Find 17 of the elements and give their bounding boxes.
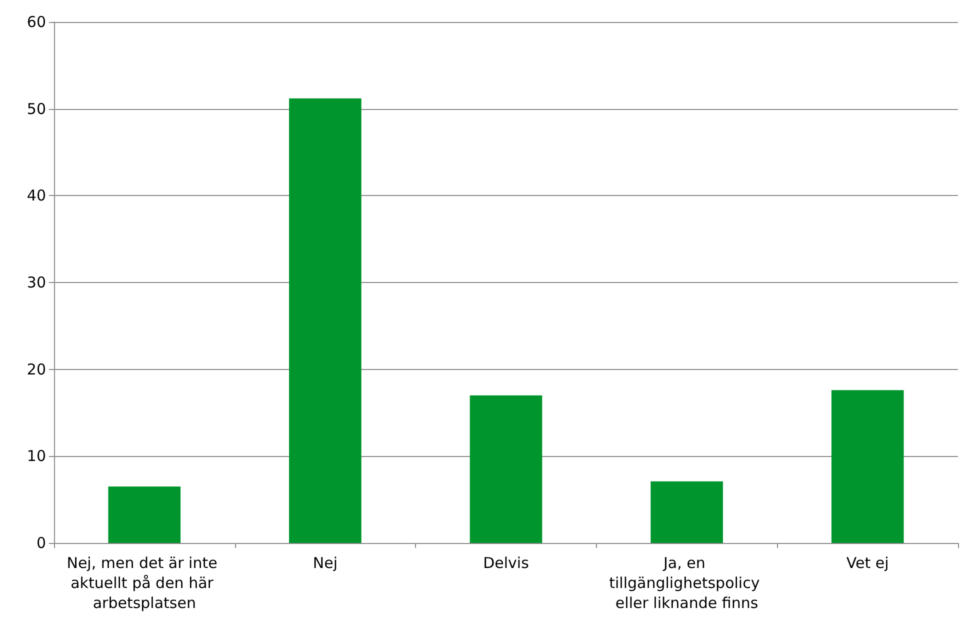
x-tick-label: Vet ej [846,554,889,572]
bar [289,98,362,543]
y-tick-label: 40 [26,186,46,205]
y-tick-label: 50 [26,100,46,118]
x-tick-label: Ja, en tillgänglighetspolicy eller liknande finns [609,554,764,612]
x-tick-label: Delvis [483,554,530,572]
bar [650,481,723,543]
y-tick-label: 10 [26,447,46,466]
x-tick-label: Nej [312,554,338,572]
y-tick-label: 20 [26,360,46,378]
y-tick-label: 30 [26,274,46,292]
bar [831,390,904,543]
y-tick-label: 0 [36,534,46,552]
bar [470,395,542,543]
x-tick-label: Nej, men det är inte aktuellt på den här arbetsplatsen [66,554,222,612]
bar [108,486,181,543]
y-tick-label: 60 [26,13,46,31]
